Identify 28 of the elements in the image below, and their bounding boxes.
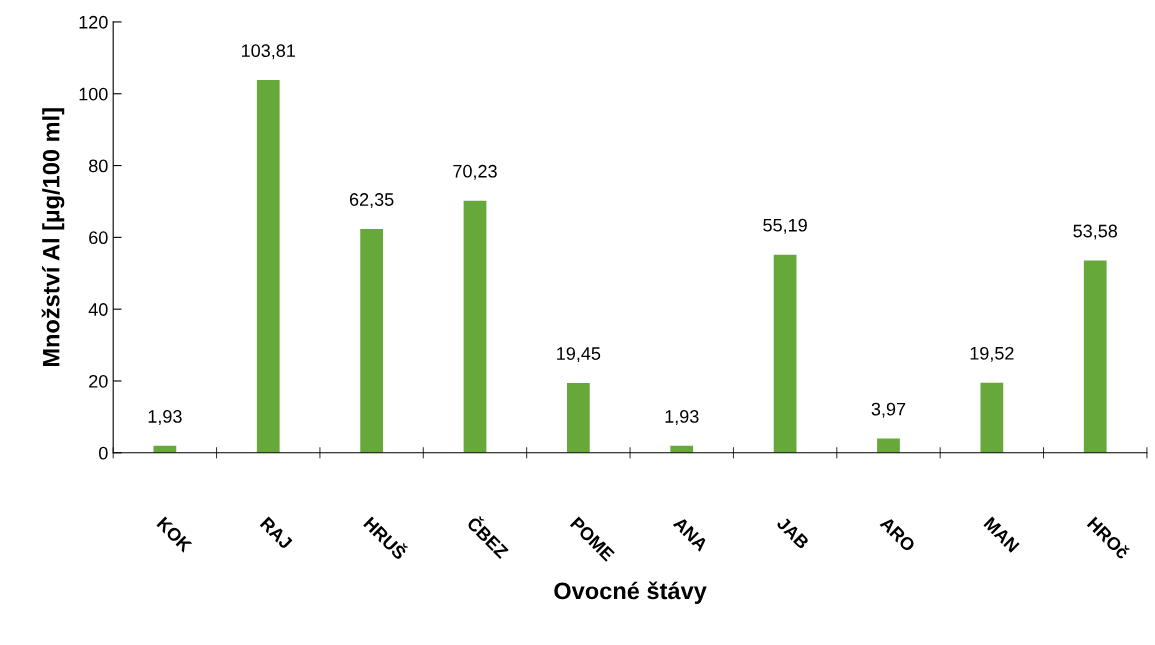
x-tick-label: JAB (775, 515, 810, 550)
y-tick-label: 0 (98, 446, 108, 460)
data-label: 103,81 (242, 44, 295, 60)
data-label: 19,45 (557, 347, 601, 363)
bar (256, 80, 280, 453)
y-tick-label: 60 (89, 231, 108, 245)
data-label: 70,23 (453, 164, 497, 180)
data-label: 3,97 (871, 402, 906, 418)
bar (360, 228, 383, 453)
bar (980, 382, 1004, 453)
y-tick-label: 40 (88, 303, 108, 316)
data-label: 1,93 (665, 410, 699, 425)
bar (463, 200, 487, 453)
y-tick-label: 20 (89, 374, 108, 388)
bar (877, 438, 900, 453)
bar (1083, 260, 1107, 453)
data-label: 55,19 (763, 218, 807, 234)
data-label: 53,58 (1073, 224, 1118, 240)
y-tick-label: 100 (79, 87, 108, 101)
x-axis-title: Ovocné štávy (554, 581, 707, 604)
data-label: 62,35 (349, 193, 394, 209)
y-axis-title: Množství Al [µg/100 ml] (41, 108, 65, 367)
data-label: 19,52 (970, 346, 1014, 362)
data-label: 1,93 (148, 410, 182, 425)
bar (567, 382, 590, 453)
y-tick-label: 80 (89, 159, 108, 173)
bar (773, 254, 797, 453)
y-tick-label: 120 (79, 15, 108, 29)
